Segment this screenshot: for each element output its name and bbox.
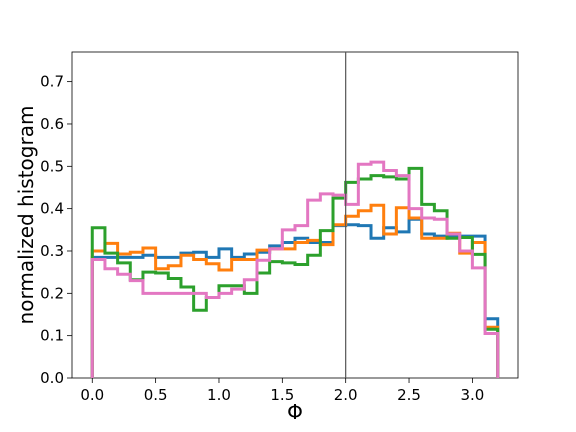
x-tick-label: 2.0 [334,386,358,404]
histogram-series-2 [90,203,500,378]
x-tick-label: 1.5 [270,386,294,404]
histogram-series-4 [90,160,500,378]
y-axis-label: normalized histogram [14,106,38,325]
x-tick-label: 1.0 [207,386,231,404]
x-tick-label: 2.5 [397,386,421,404]
y-tick-label: 0.1 [40,327,64,345]
y-tick-label: 0.4 [40,200,64,218]
y-axis-ticks: 0.0 0.1 0.2 0.3 0.4 0.5 0.6 0.7 [40,73,72,387]
plot-frame [71,51,519,379]
x-tick-label: 0.0 [80,386,104,404]
y-tick-label: 0.5 [40,157,64,175]
x-axis-ticks: 0.0 0.5 1.0 1.5 2.0 2.5 3.0 [80,378,484,404]
y-tick-label: 0.7 [40,73,64,91]
y-tick-label: 0.6 [40,115,64,133]
histogram-series-3 [90,166,500,378]
x-tick-label: 0.5 [144,386,168,404]
y-tick-label: 0.0 [40,369,64,387]
x-axis-label: Φ [287,400,303,424]
series-layer [90,160,500,378]
x-tick-label: 3.0 [460,386,484,404]
y-tick-label: 0.2 [40,284,64,302]
y-tick-label: 0.3 [40,242,64,260]
